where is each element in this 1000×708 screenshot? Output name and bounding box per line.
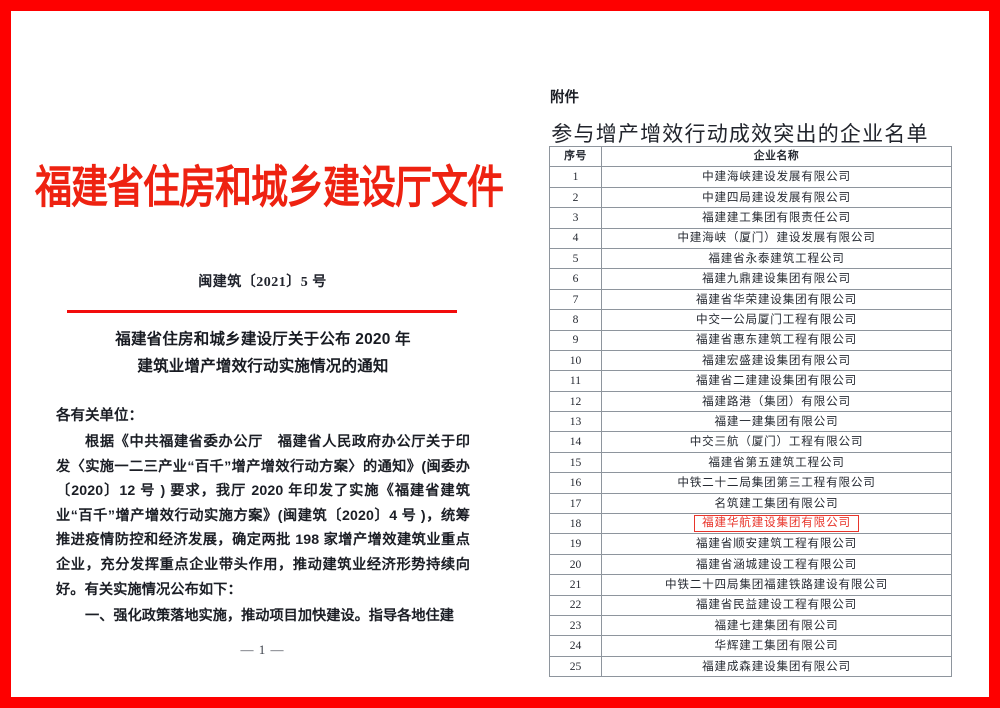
cell-index: 22 (549, 594, 602, 616)
table-row: 8 中交一公局厦门工程有限公司 (549, 309, 952, 331)
attachment-label: 附件 (550, 90, 579, 106)
cell-company-name: 福建省民益建设工程有限公司 (601, 594, 952, 616)
table-row: 22 福建省民益建设工程有限公司 (549, 594, 952, 616)
table-row: 25 福建成森建设集团有限公司 (549, 655, 952, 678)
table-row: 20 福建省涵城建设工程有限公司 (549, 553, 952, 576)
cell-company-name: 福建九鼎建设集团有限公司 (601, 268, 952, 290)
table-row: 24 华辉建工集团有限公司 (549, 635, 952, 657)
cell-index: 24 (549, 635, 602, 657)
cell-company-name: 福建宏盛建设集团有限公司 (601, 349, 952, 372)
page-number: — 1 — (240, 642, 285, 657)
table-row: 16 中铁二十二局集团第三工程有限公司 (549, 472, 952, 494)
column-header-name: 企业名称 (601, 145, 952, 168)
cell-index: 2 (549, 186, 602, 209)
table-row: 21 中铁二十四局集团福建铁路建设有限公司 (549, 574, 952, 596)
table-row: 17 名筑建工集团有限公司 (549, 492, 952, 515)
cell-company-name: 福建省涵城建设工程有限公司 (601, 553, 952, 576)
cell-index: 21 (549, 574, 602, 596)
notice-heading-line-1: 福建省住房和城乡建设厅关于公布 2020 年 (115, 331, 411, 348)
cell-index: 5 (549, 247, 602, 270)
cell-company-name: 福建华航建设集团有限公司 (601, 513, 952, 535)
cell-index: 18 (549, 513, 602, 535)
cell-index: 15 (549, 451, 602, 474)
cell-company-name: 中铁二十二局集团第三工程有限公司 (601, 472, 952, 494)
company-list-body: 1 中建海峡建设发展有限公司 2 中建四局建设发展有限公司 3 福建建工集团有限责任公司 4… (549, 166, 952, 678)
cell-index: 20 (549, 553, 602, 576)
cell-index: 3 (549, 207, 602, 229)
cell-index: 25 (549, 655, 602, 678)
cell-index: 6 (549, 268, 602, 290)
company-list-table-wrapper: 序号 企业名称 1 中建海峡建设发展有限公司 2 中建四局建设发展有限公司 3 福建建工集… (549, 145, 952, 678)
cell-index: 11 (549, 370, 602, 392)
table-row: 11 福建省二建建设集团有限公司 (549, 370, 952, 392)
table-row: 12 福建路港（集团）有限公司 (549, 390, 952, 413)
table-row: 7 福建省华荣建设集团有限公司 (549, 288, 952, 311)
table-row: 5 福建省永泰建筑工程公司 (549, 247, 952, 270)
cell-company-name: 福建一建集团有限公司 (601, 411, 952, 433)
cell-company-name: 名筑建工集团有限公司 (601, 492, 952, 515)
cell-company-name: 福建路港（集团）有限公司 (601, 390, 952, 413)
table-row: 10 福建宏盛建设集团有限公司 (549, 349, 952, 372)
column-header-index: 序号 (549, 145, 602, 168)
body-paragraph-2: 一、强化政策落地实施，推动项目加快建设。指导各地住建 (85, 608, 454, 624)
cell-index: 13 (549, 411, 602, 433)
cell-company-name: 福建省华荣建设集团有限公司 (601, 288, 952, 311)
table-row: 1 中建海峡建设发展有限公司 (549, 166, 952, 188)
notice-heading-line-2: 建筑业增产增效行动实施情况的通知 (137, 358, 389, 375)
notice-heading: 福建省住房和城乡建设厅关于公布 2020 年 建筑业增产增效行动实施情况的通知 (57, 326, 469, 380)
cell-index: 9 (549, 329, 602, 351)
cell-company-name: 华辉建工集团有限公司 (601, 635, 952, 657)
cell-company-name: 中建海峡建设发展有限公司 (601, 166, 952, 188)
cell-company-name: 中铁二十四局集团福建铁路建设有限公司 (601, 574, 952, 596)
table-row: 6 福建九鼎建设集团有限公司 (549, 268, 952, 290)
table-row: 15 福建省第五建筑工程公司 (549, 451, 952, 474)
cell-index: 1 (549, 166, 602, 188)
cell-company-name: 福建省第五建筑工程公司 (601, 451, 952, 474)
letterhead-title: 福建省住房和城乡建设厅文件 (35, 163, 504, 214)
cell-index: 7 (549, 288, 602, 311)
cell-index: 23 (549, 614, 602, 637)
cell-company-name: 福建七建集团有限公司 (601, 614, 952, 637)
document-page-left: 福建省住房和城乡建设厅文件 闽建筑〔2021〕5 号 福建省住房和城乡建设厅关于… (35, 18, 504, 690)
cell-index: 17 (549, 492, 602, 515)
cell-company-name: 中建海峡（厦门）建设发展有限公司 (601, 227, 952, 249)
cell-company-name: 福建省永泰建筑工程公司 (601, 247, 952, 270)
table-row: 14 中交三航（厦门）工程有限公司 (549, 431, 952, 453)
cell-company-name: 中交一公局厦门工程有限公司 (601, 309, 952, 331)
red-separator-rule (67, 310, 457, 313)
cell-company-name: 中交三航（厦门）工程有限公司 (601, 431, 952, 453)
cell-company-name: 福建省惠东建筑工程有限公司 (601, 329, 952, 351)
table-row: 9 福建省惠东建筑工程有限公司 (549, 329, 952, 351)
company-list-table: 序号 企业名称 1 中建海峡建设发展有限公司 2 中建四局建设发展有限公司 3 福建建工集… (549, 145, 952, 678)
cell-company-name: 福建建工集团有限责任公司 (601, 207, 952, 229)
table-row: 18 福建华航建设集团有限公司 (549, 513, 952, 535)
cell-index: 19 (549, 533, 602, 555)
cell-index: 16 (549, 472, 602, 494)
table-row: 23 福建七建集团有限公司 (549, 614, 952, 637)
cell-company-name: 福建省顺安建筑工程有限公司 (601, 533, 952, 555)
cell-company-name: 福建成森建设集团有限公司 (601, 655, 952, 678)
cell-company-name: 福建省二建建设集团有限公司 (601, 370, 952, 392)
cell-index: 12 (549, 390, 602, 413)
cell-index: 14 (549, 431, 602, 453)
cell-index: 8 (549, 309, 602, 331)
cell-company-name: 中建四局建设发展有限公司 (601, 186, 952, 209)
attachment-title: 参与增产增效行动成效突出的企业名单 (551, 122, 929, 146)
cell-index: 10 (549, 349, 602, 372)
salutation: 各有关单位： (56, 408, 143, 424)
document-number: 闽建筑〔2021〕5 号 (198, 275, 327, 290)
cell-index: 4 (549, 227, 602, 249)
table-row: 19 福建省顺安建筑工程有限公司 (549, 533, 952, 555)
table-header-row: 序号 企业名称 (549, 145, 952, 168)
table-row: 2 中建四局建设发展有限公司 (549, 186, 952, 209)
highlighted-company-name: 福建华航建设集团有限公司 (694, 515, 859, 533)
table-row: 4 中建海峡（厦门）建设发展有限公司 (549, 227, 952, 249)
table-row: 3 福建建工集团有限责任公司 (549, 207, 952, 229)
body-paragraph-1: 根据《中共福建省委办公厅 福建省人民政府办公厅关于印发〈实施一二三产业“百千”增… (56, 434, 470, 598)
table-row: 13 福建一建集团有限公司 (549, 411, 952, 433)
attachment-page-right: 附件 参与增产增效行动成效突出的企业名单 序号 企业名称 1 中建海峡建设发展有限… (510, 18, 970, 690)
